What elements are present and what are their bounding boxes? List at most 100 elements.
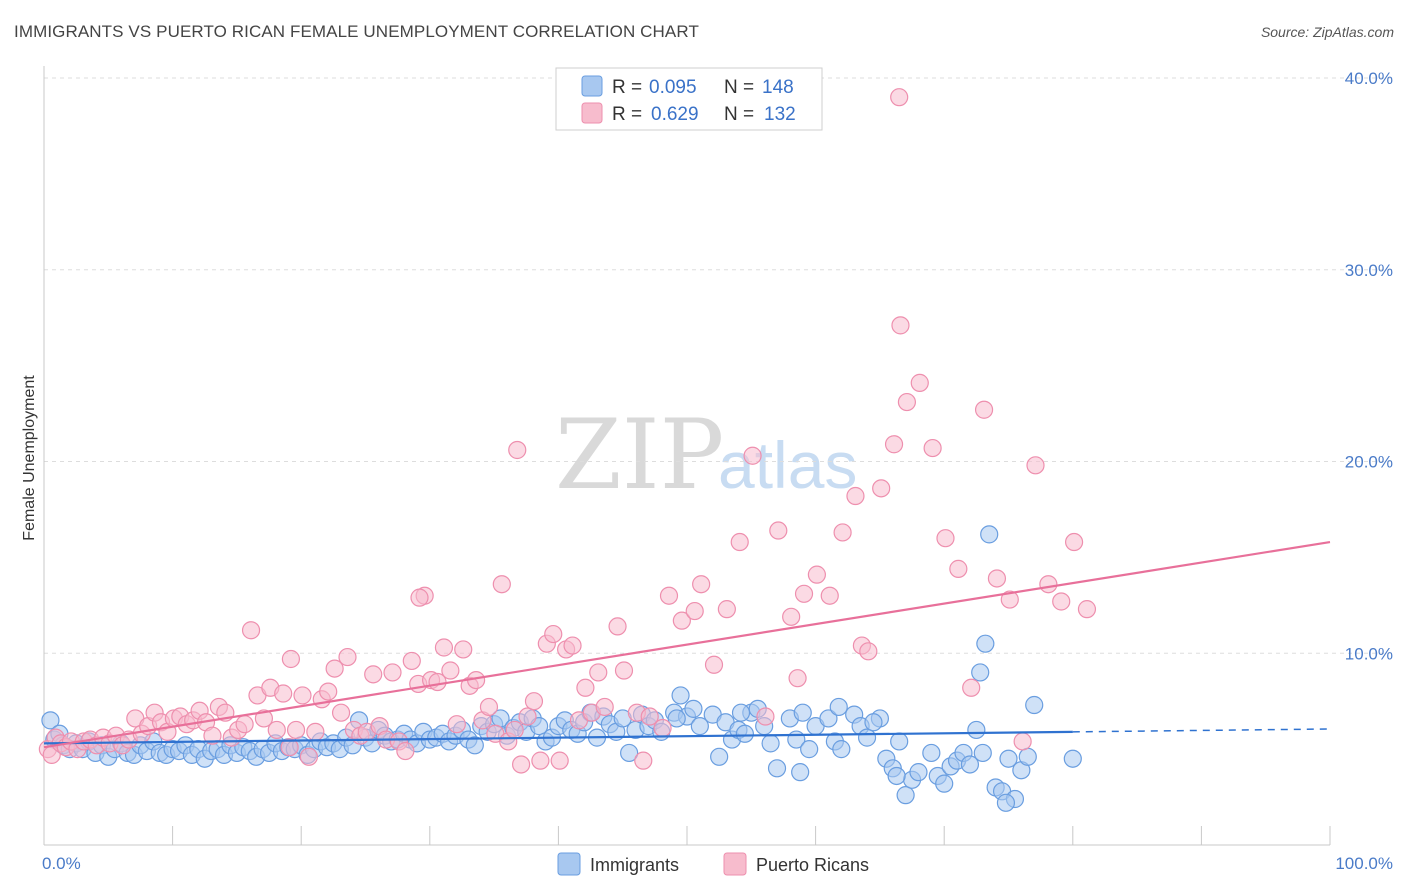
immigrants-point — [1018, 747, 1037, 766]
immigrants-trend-line — [43, 730, 1073, 745]
immigrants-point — [800, 740, 819, 759]
puerto-ricans-point — [576, 678, 595, 697]
immigrants-point — [465, 736, 484, 755]
puerto-ricans-point — [769, 521, 788, 540]
immigrants-point — [864, 713, 883, 732]
puerto-ricans-point — [299, 747, 319, 766]
puerto-ricans-point — [807, 565, 826, 584]
puerto-ricans-point — [640, 707, 659, 726]
puerto-ricans-point — [203, 726, 222, 745]
puerto-ricans-point — [383, 663, 402, 682]
puerto-ricans-point — [794, 584, 814, 603]
puerto-ricans-point — [544, 624, 563, 644]
puerto-ricans-point — [280, 738, 299, 757]
puerto-ricans-point — [820, 586, 839, 605]
immigrants-point — [887, 766, 906, 786]
legend-swatch-puerto-ricans — [581, 102, 603, 124]
puerto-ricans-point — [653, 718, 672, 738]
puerto-ricans-point — [987, 569, 1007, 588]
puerto-ricans-point — [254, 709, 274, 728]
puerto-ricans-point — [672, 611, 691, 630]
puerto-ricans-point — [1026, 456, 1045, 475]
puerto-ricans-point — [512, 755, 531, 774]
puerto-ricans-point — [595, 697, 614, 717]
y-tick-label: 30.0% — [1345, 261, 1393, 280]
puerto-ricans-point — [235, 715, 254, 734]
puerto-ricans-point — [241, 621, 261, 640]
puerto-ricans-point — [949, 559, 968, 578]
puerto-ricans-point — [267, 720, 286, 740]
puerto-ricans-point — [859, 642, 878, 661]
immigrants-point — [731, 703, 751, 722]
immigrants-point — [999, 749, 1018, 768]
puerto-ricans-point — [319, 682, 338, 701]
puerto-ricans-point — [454, 640, 473, 659]
puerto-ricans-point — [884, 435, 904, 454]
x-tick-label-max: 100.0% — [1335, 854, 1393, 873]
puerto-ricans-point — [692, 575, 711, 594]
y-tick-label: 10.0% — [1345, 644, 1393, 663]
immigrants-point — [761, 734, 780, 753]
legend-n-label-puerto-ricans: N = — [724, 104, 754, 125]
puerto-ricans-point — [730, 532, 749, 552]
immigrants-point — [896, 786, 915, 805]
y-tick-label: 20.0% — [1345, 453, 1393, 472]
bottom-legend-immigrants: Immigrants — [590, 855, 679, 875]
immigrants-point — [793, 703, 812, 722]
puerto-ricans-point — [281, 649, 301, 669]
legend-r-value-puerto-ricans: 0.629 — [651, 104, 699, 125]
puerto-ricans-point — [441, 661, 460, 680]
puerto-ricans-point — [890, 88, 909, 107]
puerto-ricans-point — [872, 479, 891, 498]
puerto-ricans-point — [306, 722, 325, 741]
puerto-ricans-point — [659, 586, 679, 605]
puerto-ricans-point — [563, 636, 582, 655]
immigrants-point — [909, 763, 928, 782]
puerto-ricans-point — [846, 486, 865, 506]
puerto-ricans-point — [1000, 590, 1019, 609]
immigrants-point — [684, 699, 703, 718]
bottom-legend: Immigrants Puerto Ricans — [557, 852, 869, 876]
chart-title: IMMIGRANTS VS PUERTO RICAN FEMALE UNEMPL… — [14, 22, 699, 41]
puerto-ricans-point — [608, 617, 627, 636]
immigrants-point — [667, 709, 686, 728]
puerto-ricans-point — [1077, 600, 1097, 619]
immigrants-point — [819, 709, 838, 728]
puerto-ricans-trend-line — [43, 540, 1331, 749]
grid — [44, 77, 1395, 654]
immigrants-point — [971, 663, 990, 682]
puerto-ricans-point — [788, 669, 807, 688]
puerto-ricans-point — [274, 684, 293, 703]
immigrants-point — [935, 774, 954, 793]
immigrants-point — [767, 759, 787, 778]
immigrants-point — [690, 717, 709, 736]
immigrants-point — [671, 686, 690, 705]
legend-n-value-immigrants: 148 — [762, 77, 794, 98]
puerto-ricans-point — [550, 751, 569, 770]
puerto-ricans-point — [396, 741, 415, 761]
puerto-ricans-point — [743, 446, 762, 465]
trend-lines — [43, 540, 1331, 749]
puerto-ricans-point — [634, 751, 653, 770]
puerto-ricans-point — [782, 607, 801, 626]
puerto-ricans-point — [1052, 592, 1071, 611]
immigrants-point — [960, 755, 980, 774]
bottom-legend-swatch-puerto-ricans — [723, 852, 747, 876]
puerto-ricans-point — [531, 751, 550, 770]
y-axis-label: Female Unemployment — [21, 375, 38, 541]
puerto-ricans-point — [518, 707, 537, 726]
puerto-ricans-point — [331, 703, 351, 722]
immigrants-point — [710, 747, 729, 766]
y-tick-label: 40.0% — [1345, 69, 1393, 88]
puerto-ricans-point — [479, 697, 499, 717]
puerto-ricans-point — [756, 707, 775, 726]
immigrants-point — [41, 711, 60, 730]
puerto-ricans-point — [338, 647, 357, 667]
immigrants-point — [890, 732, 909, 751]
puerto-ricans-point — [833, 523, 852, 542]
legend-n-value-puerto-ricans: 132 — [764, 104, 796, 125]
immigrants-point — [976, 634, 995, 653]
watermark-zip: ZIP — [555, 399, 724, 511]
immigrants-point — [1063, 749, 1082, 768]
puerto-ricans-point — [293, 686, 312, 705]
